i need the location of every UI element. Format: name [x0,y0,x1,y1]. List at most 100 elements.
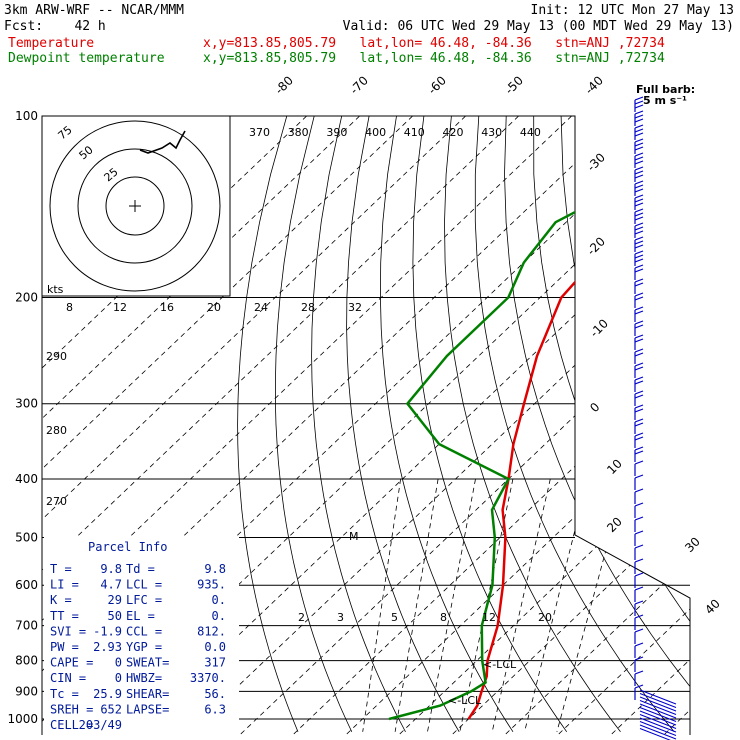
dry-adiabat-line [237,116,299,732]
pressure-tick-label: 200 [15,291,38,305]
parcel-param-value: 9.8 [100,562,122,576]
dry-adiabat-line [588,116,690,733]
wind-barb-flag [634,240,644,245]
plot-frame [42,115,691,735]
wind-barb-lowlevel [639,710,677,726]
wind-barb-flag [634,408,644,413]
wind-barb-flag [634,264,644,269]
parcel-param-value: 2.93 [93,640,122,654]
wind-barb-flag [634,586,644,591]
parcel-param-value: 203/49 [79,718,122,732]
pressure-tick-label: 800 [15,654,38,668]
wind-barb-lowlevel [639,707,677,722]
parcel-param-value: 25.9 [93,687,122,701]
wind-barb-flag [634,334,644,339]
wind-barb-flag [634,558,644,563]
wetbulb-label: 8 [66,301,73,314]
isotherm-line [663,116,690,735]
wind-barb-lowlevel [639,700,677,715]
wind-barb-flag [634,460,644,465]
parcel-param-name: TT = [50,609,79,623]
isotherm-line [504,116,690,735]
parcel-param-name: T = [50,562,72,576]
isotherm-line [239,116,690,735]
wind-barb-flag [634,278,644,283]
wind-barb-flag [634,352,644,357]
wind-barb-flag [634,380,644,385]
wind-barb-lowlevel [639,693,677,708]
parcel-param-value: 50 [108,609,122,623]
dry-adiabat-line [504,116,690,733]
isotherm-label: -20 [584,234,608,258]
wind-barb-flag [634,394,644,399]
parcel-param-name: PW = [50,640,79,654]
wind-barb-flag [634,488,644,493]
parcel-param-name: YGP = [126,640,162,654]
wind-barb-flag [634,296,644,301]
theta-label-lower: 280 [46,424,67,437]
pressure-tick-label: 400 [15,472,38,486]
wetbulb-label: 12 [113,301,127,314]
wind-barb-flag [634,226,644,231]
wind-barb-flag [634,376,644,381]
pressure-tick-label: 1000 [7,712,38,726]
hodograph-speed-label: kts [47,283,64,296]
wind-barb-lowlevel [639,703,677,719]
hodograph-ring [105,176,165,236]
moist-adiabat-line [524,478,589,732]
parcel-param-value: 4.7 [100,578,122,592]
parcel-param-value: 0. [212,593,226,607]
wind-barb-flag [634,244,644,249]
parcel-param-value: 317 [204,656,226,670]
moist-adiabat-line [394,478,439,732]
mixing-ratio-label: 3 [337,611,344,624]
isotherm-label: -70 [347,73,371,97]
model-title: 3km ARW-WRF -- NCAR/MMM [4,3,185,18]
moist-adiabat-line [362,478,401,732]
parcel-param-name: SWEAT= [126,656,169,670]
parcel-param-value: 29 [108,593,122,607]
wind-barb-flag [634,516,644,521]
mixing-ratio-label: 12 [482,611,496,624]
wind-barb-flag [634,202,644,207]
mixing-ratio-label: 20 [538,611,552,624]
parcel-param-name: LFC = [126,593,162,607]
wind-barb-flag [634,366,644,371]
wind-barb-lowlevel [639,728,671,740]
wind-barb-flag [634,156,644,161]
wind-barb-flag [634,110,644,115]
parcel-param-value: 56. [204,687,226,701]
parcel-param-value: 935. [197,578,226,592]
wind-barb-flag [634,152,644,157]
dry-adiabat-line [698,116,740,732]
pressure-tick-label: 500 [15,530,38,544]
wind-barb-flag [634,614,644,619]
wind-barb-flag [634,194,644,199]
wind-barb-flag [634,216,644,221]
isotherm-line [717,116,740,735]
wind-barb-flag [634,628,644,633]
isotherm-label: 10 [604,456,625,477]
parcel-param-name: CIN = [50,671,86,685]
wind-barb-flag [634,642,644,647]
dry-adiabat-line [444,116,621,733]
wind-barb-flag [634,100,644,105]
wind-barb-flag [634,656,644,661]
wind-barb-flag [634,180,644,185]
parcel-param-name: Td = [126,562,155,576]
dry-adiabat-line [379,116,514,733]
isotherm-label: 40 [702,596,723,617]
wind-barb-lowlevel [639,714,677,729]
parcel-param-name: K = [50,593,72,607]
wind-barb-flag [634,502,644,507]
wind-barb-flag [634,530,644,535]
isotherm-line [133,116,690,735]
dry-adiabat-line [474,116,675,733]
wind-barb-flag [634,544,644,549]
wind-barb-flag [634,160,644,165]
isotherm-label: 20 [604,514,625,535]
wind-barb-flag [634,230,644,235]
lcl-upper-annotation: <-LCL [483,658,517,671]
temperature-legend: Temperature [8,36,95,51]
